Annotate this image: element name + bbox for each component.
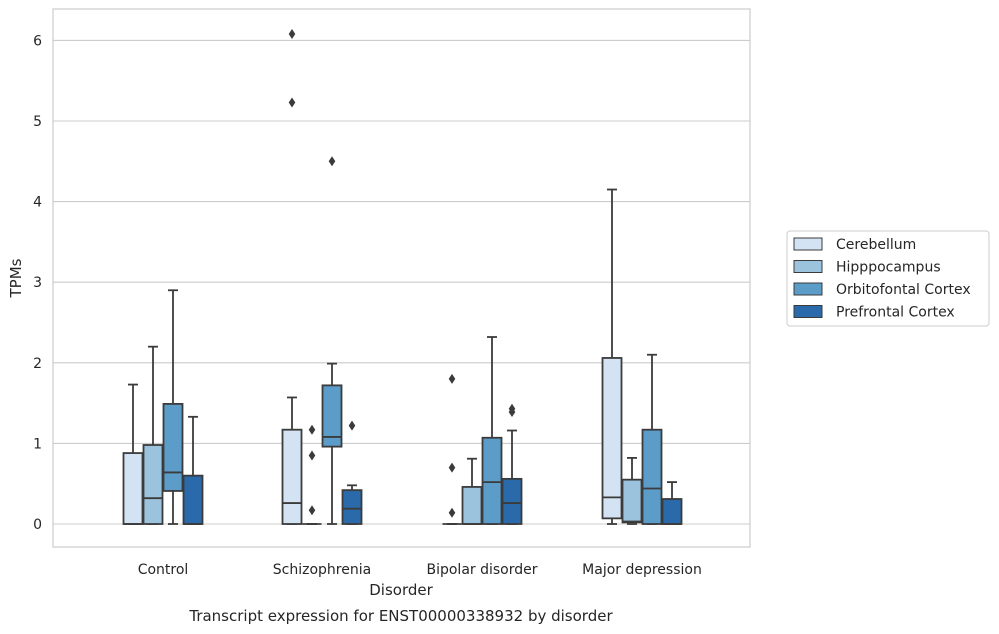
legend-item: Prefrontal Cortex [793, 305, 955, 321]
legend-label: Hipppocampus [836, 260, 941, 276]
legend-label: Prefrontal Cortex [836, 305, 955, 321]
legend-swatch [793, 305, 823, 318]
y-axis-title: TPMs [7, 258, 25, 298]
outlier-point [308, 505, 316, 516]
box-iqr [661, 498, 683, 525]
y-tick-label: 5 [33, 114, 42, 130]
y-tick-labels: 0 1 2 3 4 5 6 [33, 33, 42, 533]
y-tick-label: 2 [33, 356, 42, 372]
legend-swatch [793, 282, 823, 296]
outlier-point [308, 450, 316, 461]
y-tick-label: 0 [33, 517, 42, 533]
legend-swatch [793, 237, 823, 251]
box-element [641, 353, 663, 525]
box-element [661, 481, 683, 525]
box-iqr [461, 486, 483, 525]
box-element [341, 420, 363, 525]
outlier-point [288, 97, 296, 108]
outlier-point [308, 424, 316, 435]
outlier-point [508, 403, 516, 414]
box-element [162, 289, 184, 525]
outlier-point [328, 156, 336, 167]
box-element [601, 188, 623, 525]
box-element [461, 457, 483, 525]
box-element [481, 336, 503, 525]
legend-item: Cerebellum [793, 237, 916, 253]
x-axis-title: Disorder [369, 581, 433, 599]
box-iqr [341, 489, 363, 525]
box-element [302, 424, 322, 525]
box-iqr [162, 403, 184, 492]
legend-label: Orbitofontal Cortex [836, 282, 971, 298]
box-element [281, 28, 303, 525]
box-iqr [481, 436, 503, 525]
x-tick-label: Schizophrenia [273, 562, 371, 578]
box-iqr [182, 474, 204, 525]
plot-frame [52, 8, 751, 548]
outlier-point [348, 420, 356, 431]
legend: Cerebellum Hipppocampus Orbitofontal Corte… [786, 230, 990, 327]
x-tick-label: Control [138, 562, 189, 578]
series-prefrontal-cortex [182, 403, 683, 525]
legend-item: Orbitofontal Cortex [793, 282, 971, 298]
box-element [501, 403, 523, 525]
outlier-point [448, 373, 456, 384]
outlier-point [448, 462, 456, 473]
box-element [442, 373, 462, 525]
box-series [122, 28, 683, 525]
box-element [321, 156, 343, 525]
y-tick-label: 1 [33, 436, 42, 452]
box-element [122, 383, 144, 525]
series-hipppocampus [142, 345, 643, 525]
outlier-point [448, 507, 456, 518]
box-iqr [641, 428, 663, 525]
box-iqr [281, 428, 303, 525]
y-tick-label: 3 [33, 275, 42, 291]
box-iqr [501, 477, 523, 525]
box-iqr [321, 384, 343, 448]
box-element [142, 345, 164, 525]
chart-caption: Transcript expression for ENST0000033893… [188, 607, 613, 625]
y-tick-label: 4 [33, 195, 42, 211]
x-tick-labels: Control Schizophrenia Bipolar disorder Majo… [138, 562, 702, 578]
box-iqr [142, 444, 164, 525]
box-iqr [621, 478, 643, 524]
legend-swatch [793, 260, 823, 273]
legend-item: Hipppocampus [793, 260, 941, 276]
legend-label: Cerebellum [836, 237, 916, 253]
outlier-point [288, 28, 296, 39]
series-orbitofontal-cortex [162, 156, 663, 525]
box-iqr [122, 452, 144, 525]
box-iqr [601, 357, 623, 520]
series-cerebellum [122, 28, 623, 525]
box-element [621, 457, 643, 525]
x-tick-label: Major depression [582, 562, 702, 578]
box-element [182, 415, 204, 525]
legend-frame [786, 230, 990, 327]
y-tick-label: 6 [33, 33, 42, 49]
x-tick-label: Bipolar disorder [426, 562, 537, 578]
